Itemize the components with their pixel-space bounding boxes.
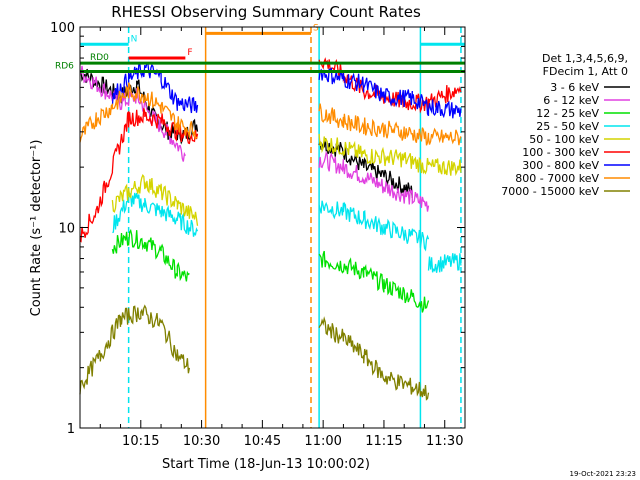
x-tick-label: 11:00 <box>304 434 341 449</box>
x-tick-label: 10:15 <box>122 434 159 449</box>
series-line <box>427 253 462 273</box>
y-tick-label: 10 <box>58 222 75 237</box>
legend-header: FDecim 1, Att 0 <box>543 65 628 78</box>
series-line <box>318 316 430 401</box>
series-line <box>79 82 198 143</box>
series-line <box>318 67 462 119</box>
state-bar-label: RD6 <box>55 61 74 71</box>
series-line <box>111 174 199 226</box>
legend-label: 12 - 25 keV <box>536 107 599 120</box>
y-tick-label: 100 <box>50 21 75 36</box>
legend-label: 100 - 300 keV <box>522 146 599 159</box>
series-line <box>318 150 430 212</box>
legend-label: 800 - 7000 keV <box>515 172 599 185</box>
x-tick-label: 11:30 <box>426 434 463 449</box>
series-line <box>111 228 190 282</box>
footer-timestamp: 19-Oct-2021 23:23 <box>570 470 636 478</box>
legend-label: 6 - 12 keV <box>543 94 599 107</box>
legend: Det 1,3,4,5,6,9,FDecim 1, Att 0 3 - 6 keV… <box>501 52 630 198</box>
legend-label: 300 - 800 keV <box>522 159 599 172</box>
axes: 10:15 10:30 10:45 11:00 11:15 11:30 1 10 100 <box>50 21 466 449</box>
y-tick-label: 1 <box>67 422 75 437</box>
series-line <box>112 192 199 237</box>
state-bar-label: F <box>187 48 192 58</box>
series-line <box>318 133 462 177</box>
legend-label: 7000 - 15000 keV <box>501 185 599 198</box>
series-line <box>318 138 413 199</box>
x-tick-label: 11:15 <box>365 434 402 449</box>
x-axis-label: Start Time (18-Jun-13 10:00:02) <box>162 457 370 472</box>
series-line <box>79 304 191 395</box>
state-bar-label: S <box>313 23 319 33</box>
legend-label: 3 - 6 keV <box>550 81 599 94</box>
legend-label: 25 - 50 keV <box>536 120 599 133</box>
chart-title: RHESSI Observing Summary Count Rates <box>111 3 421 21</box>
plot-area: N F S RD0 RD6 <box>55 23 465 428</box>
series-line <box>318 250 430 313</box>
legend-header: Det 1,3,4,5,6,9, <box>542 52 628 65</box>
state-bar-label: RD0 <box>90 53 109 63</box>
y-axis-label: Count Rate (s⁻¹ detector⁻¹) <box>29 140 44 317</box>
x-tick-label: 10:30 <box>183 434 220 449</box>
state-bar-label: N <box>131 34 138 44</box>
legend-label: 50 - 100 keV <box>529 133 599 146</box>
series-line <box>79 108 199 243</box>
series-line <box>318 200 430 252</box>
x-tick-label: 10:45 <box>244 434 281 449</box>
series-line <box>318 103 462 146</box>
